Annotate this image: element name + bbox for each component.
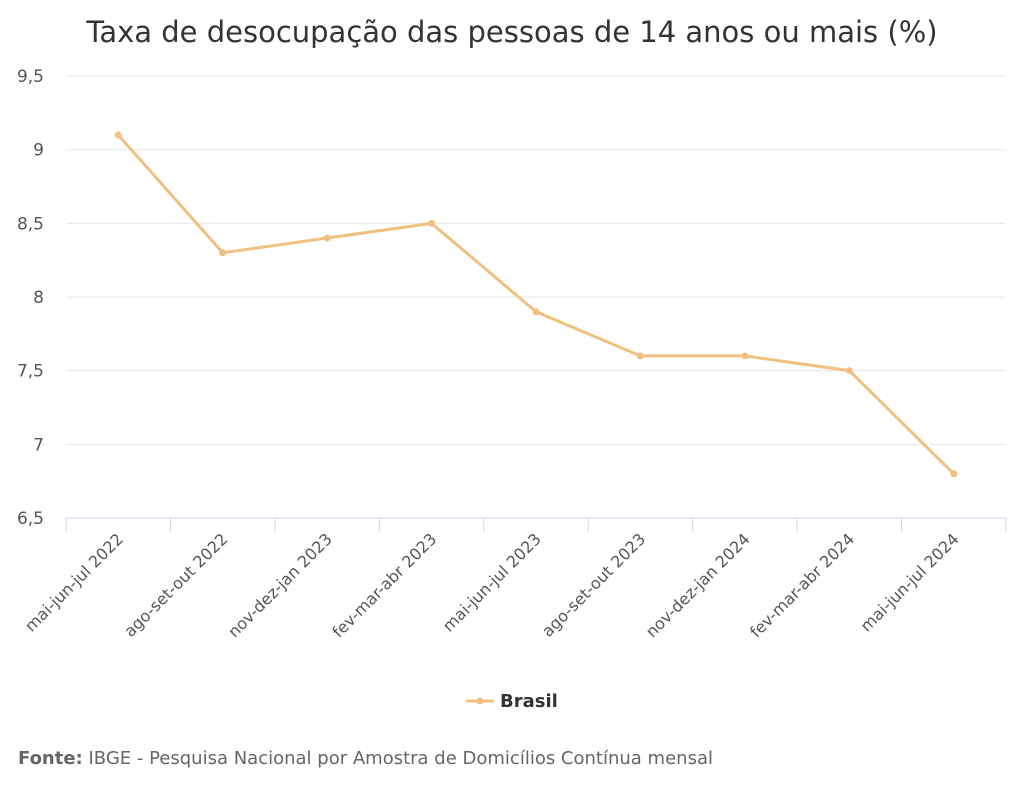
series-line	[116, 133, 956, 476]
y-tick-label: 8,5	[17, 214, 44, 234]
data-point[interactable]	[323, 234, 331, 242]
y-tick-label: 8	[33, 288, 44, 308]
data-point[interactable]	[636, 352, 644, 360]
x-tick-label: nov-dez-jan 2024	[642, 529, 754, 641]
source-footer: Fonte: IBGE - Pesquisa Nacional por Amos…	[18, 748, 713, 769]
x-tick-label: mai-jun-jul 2024	[857, 529, 963, 635]
y-tick-label: 7,5	[17, 362, 44, 382]
data-point[interactable]	[219, 249, 227, 257]
data-point[interactable]	[428, 219, 436, 227]
x-tick-label: mai-jun-jul 2022	[21, 529, 127, 635]
legend[interactable]: Brasil	[466, 691, 558, 712]
data-point[interactable]	[950, 470, 958, 478]
data-point[interactable]	[741, 352, 749, 360]
data-point[interactable]	[532, 308, 540, 316]
legend-label[interactable]: Brasil	[500, 691, 558, 712]
footer-label: Fonte:	[18, 748, 83, 769]
chart-title: Taxa de desocupação das pessoas de 14 an…	[85, 15, 937, 49]
y-axis: 6,5 7 7,5 8 8,5 9 9,5	[17, 67, 44, 529]
y-tick-label: 7	[33, 435, 44, 455]
x-tick-label: nov-dez-jan 2023	[224, 529, 336, 641]
legend-symbol-marker	[476, 697, 484, 705]
y-tick-label: 6,5	[17, 509, 44, 529]
y-tick-label: 9	[33, 141, 44, 161]
data-point[interactable]	[845, 367, 853, 375]
y-tick-label: 9,5	[17, 67, 44, 87]
x-tick-label: fev-mar-abr 2024	[746, 529, 858, 641]
x-tick-label: mai-jun-jul 2023	[439, 529, 545, 635]
x-tick-label: ago-set-out 2022	[120, 529, 231, 640]
footer-text: IBGE - Pesquisa Nacional por Amostra de …	[82, 748, 713, 769]
x-tick-label: ago-set-out 2023	[538, 529, 649, 640]
series-brasil	[114, 131, 958, 478]
x-tick-label: fev-mar-abr 2023	[328, 529, 440, 641]
data-point[interactable]	[114, 131, 122, 139]
gridlines	[66, 75, 1006, 445]
